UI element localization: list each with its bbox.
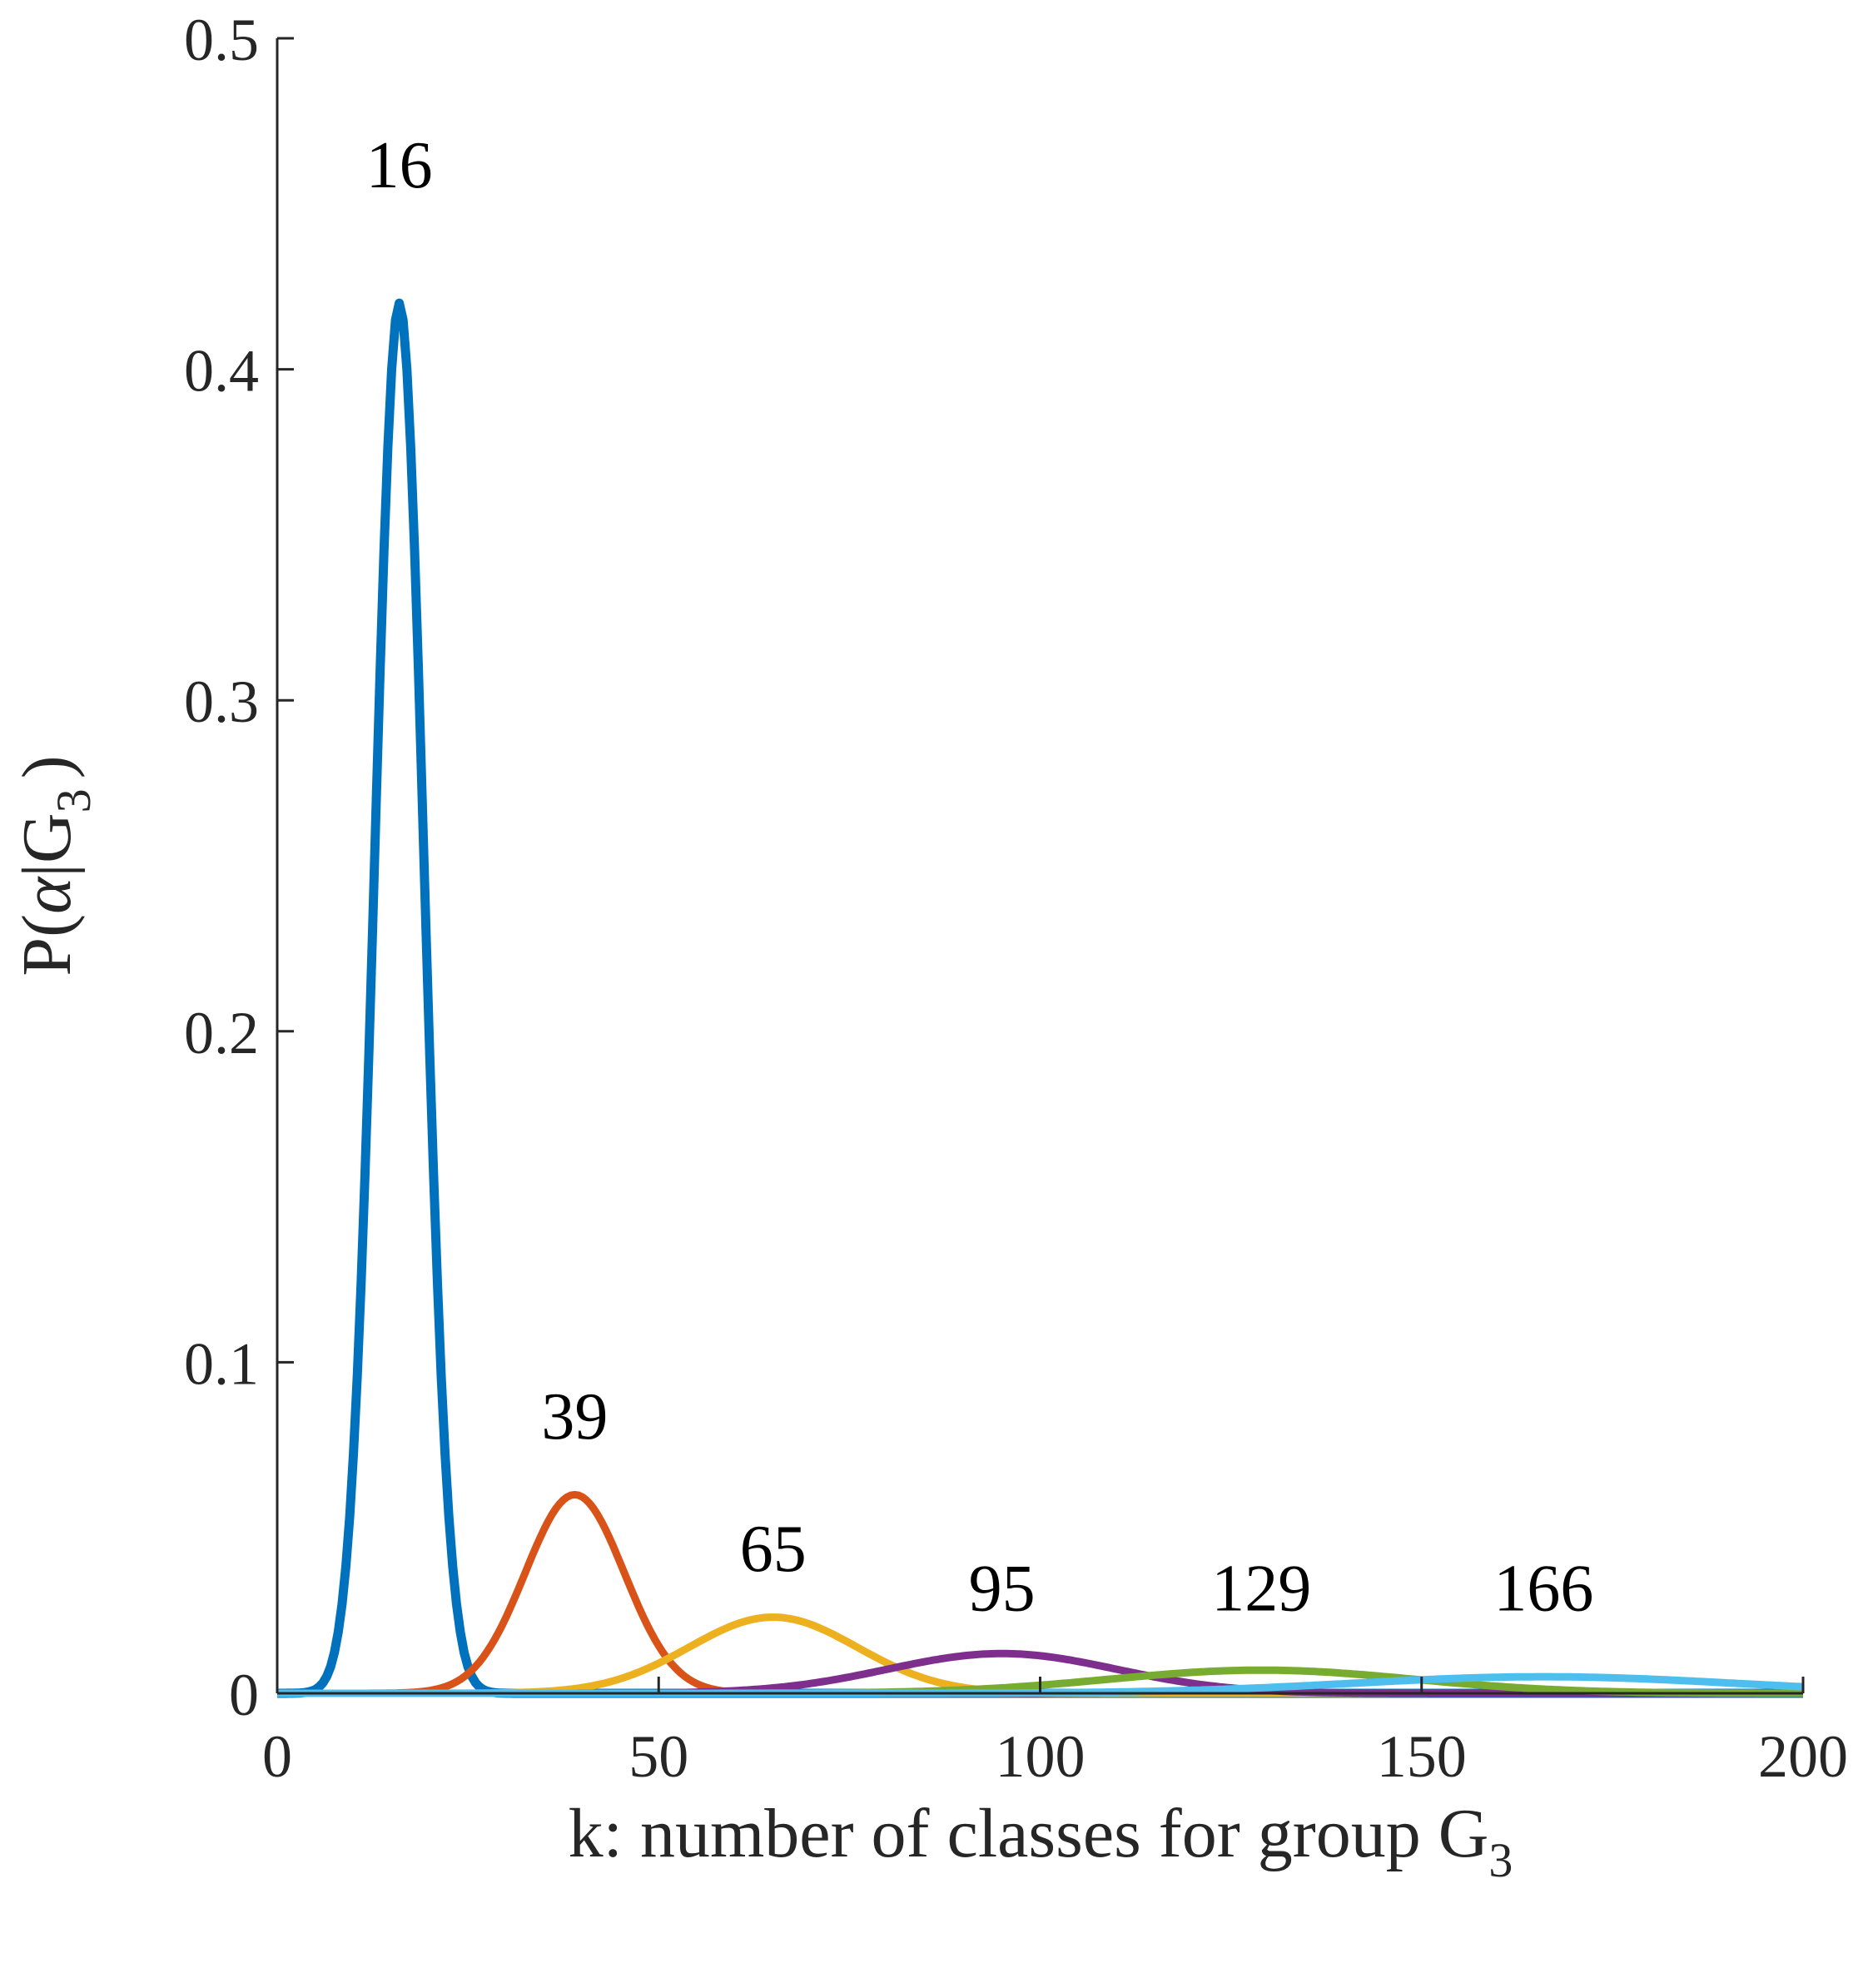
y-axis-title-prefix: P(: [8, 914, 86, 977]
ticks-layer: 0 50 100 150 200 0 0.1 0.2 0.3 0.4 0.5: [184, 7, 1848, 1790]
y-tick-label: 0: [229, 1662, 259, 1728]
x-tick-label: 50: [628, 1723, 688, 1790]
x-tick-label: 150: [1377, 1723, 1467, 1790]
peak-label-39: 39: [541, 1380, 608, 1454]
y-tick-label: 0.5: [184, 7, 259, 73]
x-axis-title-subscript: 3: [1488, 1833, 1513, 1887]
axes-layer: [276, 38, 1803, 1695]
series-line-peak-16: [276, 298, 1804, 1698]
y-axis-title-mid: |G: [8, 813, 86, 877]
x-tick-label: 200: [1758, 1723, 1848, 1790]
x-tick-label: 0: [262, 1723, 292, 1790]
peak-label-16: 16: [366, 129, 433, 202]
y-tick-label: 0.1: [184, 1330, 259, 1397]
y-axis-title: P(α|G3): [8, 755, 101, 976]
peak-label-129: 129: [1211, 1553, 1311, 1626]
peak-label-166: 166: [1493, 1553, 1593, 1626]
peak-label-65: 65: [740, 1513, 807, 1586]
y-axis-title-subscript: 3: [47, 788, 101, 813]
series-layer: [276, 298, 1804, 1698]
x-axis-title-main: k: number of classes for group G: [569, 1795, 1489, 1872]
y-axis-title-alpha: α: [8, 876, 86, 914]
x-axis-title: k: number of classes for group G3: [569, 1795, 1513, 1887]
y-tick-label: 0.4: [184, 338, 259, 405]
peak-label-95: 95: [969, 1553, 1036, 1626]
x-tick-label: 100: [996, 1723, 1086, 1790]
y-tick-label: 0.3: [184, 668, 259, 735]
y-axis-title-suffix: ): [8, 755, 86, 778]
peak-labels-layer: 16 39 65 95 129 166: [366, 129, 1594, 1626]
y-tick-label: 0.2: [184, 1000, 259, 1066]
